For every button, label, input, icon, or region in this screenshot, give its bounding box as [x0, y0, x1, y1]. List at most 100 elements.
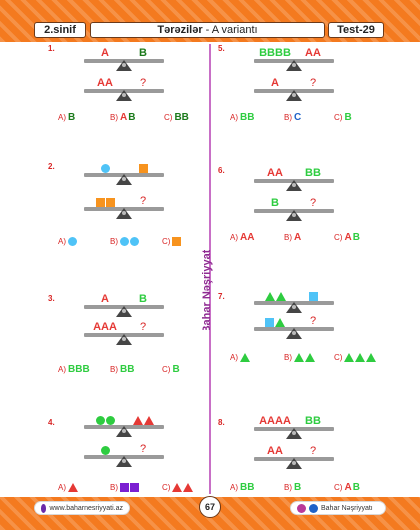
- triangle-shape: [275, 292, 286, 301]
- globe-icon: [41, 503, 47, 513]
- option-a[interactable]: A): [58, 237, 77, 246]
- option-b[interactable]: B) A: [284, 232, 302, 243]
- publisher-text: Bahar Nəşriyyatı: [201, 250, 213, 330]
- instagram-icon: [297, 503, 306, 513]
- triangle-shape: [294, 353, 304, 362]
- scale-right-pan: ?: [139, 443, 147, 455]
- scale-left-pan: [88, 195, 122, 207]
- scale-left-pan: [258, 289, 292, 301]
- scale: ?: [84, 192, 164, 220]
- scale-right-pan: ?: [139, 321, 147, 333]
- scale: AA ?: [254, 442, 334, 470]
- option-a[interactable]: A): [230, 353, 250, 362]
- option-a[interactable]: A) B: [58, 112, 76, 123]
- scale-right-pan: BB: [305, 415, 321, 427]
- option-b[interactable]: B) C: [284, 112, 302, 123]
- option-c[interactable]: C) A B: [334, 232, 360, 243]
- option-b[interactable]: B) B: [284, 482, 302, 493]
- website-text: www.baharnesriyyati.az: [49, 504, 123, 512]
- social-link[interactable]: Bahar Nəşriyyatı: [290, 501, 386, 515]
- option-a[interactable]: A): [58, 483, 78, 492]
- option-c[interactable]: C): [334, 353, 377, 362]
- triangle-shape: [68, 483, 78, 492]
- page-number: 67: [199, 496, 221, 518]
- scale: B ?: [254, 194, 334, 222]
- square-shape: [95, 198, 105, 207]
- triangle-shape: [366, 353, 377, 362]
- test-label: Test-29: [328, 22, 384, 38]
- scale: AA BB: [254, 164, 334, 192]
- triangle-shape: [172, 483, 183, 492]
- scale-right-pan: ?: [309, 315, 317, 327]
- option-b[interactable]: B) BB: [110, 364, 135, 375]
- square-shape: [130, 483, 139, 492]
- circle-shape: [105, 416, 115, 425]
- option-a[interactable]: A) BB: [230, 112, 255, 123]
- scale: ?: [84, 440, 164, 468]
- triangle-shape: [183, 483, 194, 492]
- option-c[interactable]: C) B: [162, 364, 180, 375]
- scale-right-pan: [126, 413, 160, 425]
- grade-label: 2.sinif: [34, 22, 86, 38]
- option-b[interactable]: B): [110, 483, 139, 492]
- option-c[interactable]: C) BB: [164, 112, 189, 123]
- option-c[interactable]: C) B: [334, 112, 352, 123]
- scale-right-pan: BB: [305, 167, 321, 179]
- scale: [254, 286, 334, 314]
- option-b[interactable]: B): [284, 353, 315, 362]
- option-a[interactable]: A) BBB: [58, 364, 90, 375]
- scale-right-pan: ?: [139, 77, 147, 89]
- scale-left-pan: [88, 161, 122, 173]
- option-a[interactable]: A) AA: [230, 232, 255, 243]
- circle-shape: [100, 446, 110, 455]
- scale: A B: [84, 290, 164, 318]
- scale-left-pan: A: [101, 47, 109, 59]
- option-c[interactable]: C): [162, 237, 182, 246]
- triangle-shape: [264, 292, 275, 301]
- square-shape: [138, 164, 148, 173]
- scale-right-pan: B: [139, 47, 147, 59]
- triangle-shape: [143, 416, 154, 425]
- scale: A B: [84, 44, 164, 72]
- square-shape: [172, 237, 182, 246]
- question-number: 8.: [218, 418, 225, 427]
- option-b[interactable]: B): [110, 237, 139, 246]
- scale-left-pan: A: [101, 293, 109, 305]
- scale: [84, 410, 164, 438]
- facebook-icon: [309, 503, 318, 513]
- option-c[interactable]: C): [162, 483, 194, 492]
- scale-left-pan: B: [271, 197, 279, 209]
- scale-left-pan: [88, 413, 122, 425]
- triangle-shape: [275, 318, 285, 327]
- scale-left-pan: A: [271, 77, 279, 89]
- option-a[interactable]: A) BB: [230, 482, 255, 493]
- social-text: Bahar Nəşriyyatı: [321, 504, 373, 512]
- scale: A ?: [254, 74, 334, 102]
- circle-shape: [120, 237, 129, 246]
- triangle-shape: [305, 353, 315, 362]
- scale-right-pan: ?: [309, 445, 317, 457]
- square-shape: [105, 198, 115, 207]
- scale-left-pan: AA: [267, 445, 283, 457]
- scale-left-pan: BBBB: [259, 47, 291, 59]
- scale-right-pan: ?: [139, 195, 147, 207]
- option-c[interactable]: C) A B: [334, 482, 360, 493]
- scale: AAA ?: [84, 318, 164, 346]
- scale: AAAA BB: [254, 412, 334, 440]
- page-title: Tərəzilər - A variantı: [90, 22, 325, 38]
- website-link[interactable]: www.baharnesriyyati.az: [34, 501, 130, 515]
- scale-left-pan: [88, 443, 122, 455]
- circle-shape: [100, 164, 110, 173]
- circle-shape: [68, 237, 77, 246]
- scale-left-pan: [258, 315, 292, 327]
- square-shape: [308, 292, 318, 301]
- scale-left-pan: AA: [267, 167, 283, 179]
- circle-shape: [95, 416, 105, 425]
- question-number: 1.: [48, 44, 55, 53]
- square-shape: [120, 483, 129, 492]
- option-b[interactable]: B) A B: [110, 112, 136, 123]
- subtitle-text: - A variantı: [205, 24, 258, 36]
- circle-shape: [130, 237, 139, 246]
- question-number: 4.: [48, 418, 55, 427]
- question-number: 5.: [218, 44, 225, 53]
